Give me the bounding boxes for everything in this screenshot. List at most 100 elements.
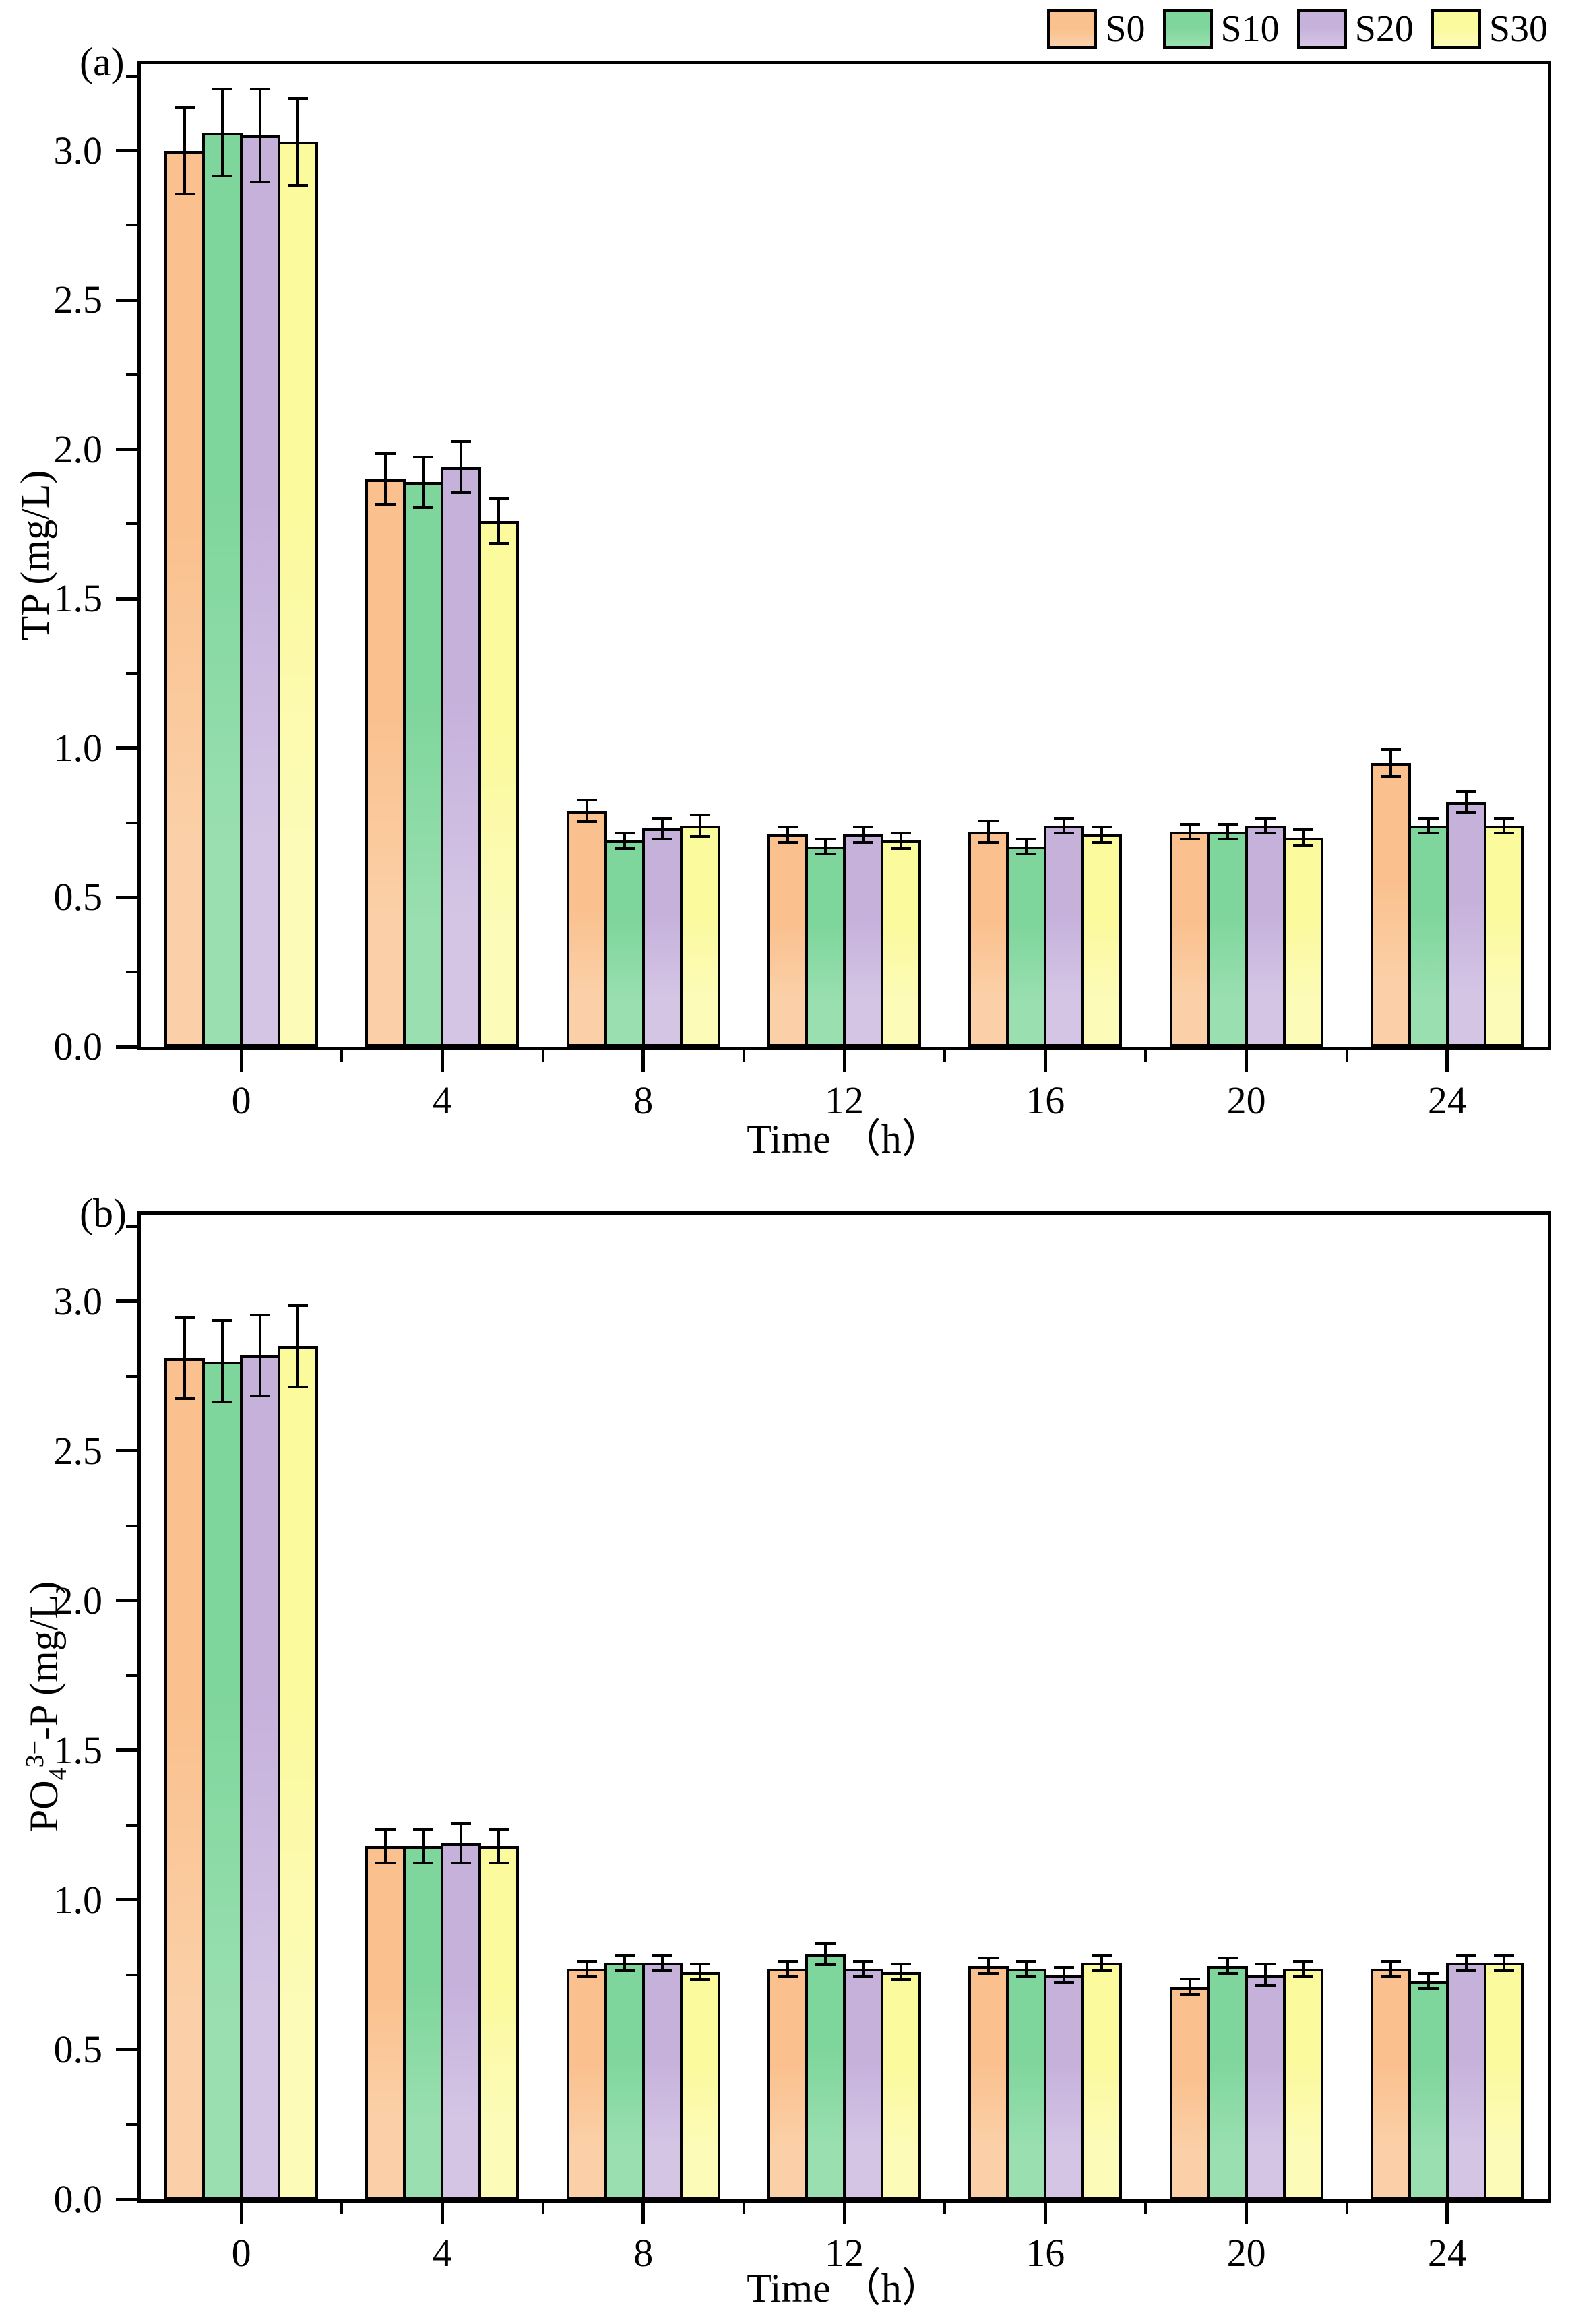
x-major-tick	[1445, 2203, 1449, 2224]
errorbar-cap-top	[1016, 1959, 1037, 1963]
errorbar-a-4h-s10	[413, 455, 434, 510]
errorbar-cap-bottom	[1054, 832, 1075, 835]
bar-b-0h-s0	[164, 1358, 206, 2199]
errorbar-cap-bottom	[815, 853, 836, 856]
errorbar-line	[1389, 747, 1392, 778]
errorbar-line	[1502, 1953, 1505, 1972]
bar-b-8h-s10	[604, 1963, 645, 2199]
y-minor-tick	[126, 373, 137, 376]
errorbar-cap-bottom	[1179, 838, 1200, 841]
bar-b-24h-s30	[1483, 1963, 1524, 2199]
errorbar-a-16h-s0	[978, 820, 999, 844]
bar-a-20h-s10	[1207, 831, 1248, 1047]
errorbar-line	[862, 1959, 865, 1978]
y-tick-label: 3.0	[53, 1279, 103, 1323]
x-major-tick	[1043, 1050, 1047, 1072]
x-minor-tick	[943, 1050, 947, 1062]
errorbar-cap-bottom	[1016, 1975, 1037, 1978]
y-tick-label: 0.5	[53, 875, 103, 919]
errorbar-b-20h-s30	[1292, 1959, 1313, 1978]
errorbar-cap-top	[413, 1828, 434, 1831]
errorbar-cap-bottom	[978, 840, 999, 844]
errorbar-a-12h-s10	[815, 837, 836, 856]
y-major-tick	[116, 2048, 137, 2052]
x-minor-tick	[1345, 2203, 1348, 2214]
bar-a-24h-s10	[1408, 826, 1449, 1047]
legend-item-s30: S30	[1431, 9, 1548, 49]
y-major-tick	[116, 746, 137, 750]
errorbar-a-16h-s20	[1054, 816, 1075, 835]
errorbar-cap-top	[175, 106, 195, 109]
errorbar-cap-top	[1292, 1959, 1313, 1963]
errorbar-a-8h-s30	[689, 814, 710, 838]
errorbar-cap-top	[576, 1959, 597, 1963]
x-tick-label: 16	[1026, 2231, 1065, 2275]
bar-a-12h-s0	[767, 834, 808, 1047]
errorbar-a-20h-s20	[1255, 816, 1276, 835]
y-minor-tick	[126, 224, 137, 227]
x-tick-label: 0	[231, 1078, 251, 1122]
errorbar-line	[1025, 837, 1028, 856]
errorbar-a-24h-s10	[1418, 816, 1439, 835]
errorbar-line	[296, 1304, 300, 1388]
errorbar-cap-bottom	[614, 1969, 635, 1972]
errorbar-line	[1301, 1959, 1305, 1978]
errorbar-cap-top	[212, 1319, 233, 1322]
errorbar-cap-bottom	[489, 542, 509, 545]
bar-a-8h-s0	[566, 810, 607, 1047]
errorbar-cap-top	[853, 1959, 873, 1963]
bar-b-0h-s20	[240, 1355, 281, 2199]
errorbar-cap-top	[489, 1828, 509, 1831]
errorbar-cap-top	[250, 1313, 271, 1316]
errorbar-cap-top	[1054, 816, 1075, 820]
errorbar-a-24h-s0	[1380, 747, 1401, 778]
x-major-tick	[1445, 1050, 1449, 1072]
errorbar-line	[698, 1963, 701, 1981]
bar-a-20h-s20	[1245, 826, 1286, 1047]
errorbar-cap-bottom	[250, 181, 271, 184]
y-minor-tick	[126, 1524, 137, 1527]
legend-swatch-s10	[1162, 9, 1213, 49]
errorbar-a-24h-s30	[1493, 816, 1514, 835]
y-minor-tick	[126, 1674, 137, 1677]
bar-a-24h-s0	[1370, 762, 1411, 1047]
errorbar-cap-top	[1493, 1953, 1514, 1957]
errorbar-b-4h-s30	[489, 1828, 509, 1864]
errorbar-cap-top	[288, 96, 309, 100]
errorbar-b-0h-s30	[288, 1304, 309, 1388]
errorbar-cap-bottom	[288, 183, 309, 187]
errorbar-cap-top	[652, 1953, 672, 1957]
errorbar-cap-top	[1092, 826, 1112, 829]
errorbar-line	[1063, 816, 1066, 835]
errorbar-cap-bottom	[576, 820, 597, 823]
errorbar-cap-top	[375, 452, 396, 456]
legend-label-s0: S0	[1105, 8, 1145, 50]
errorbar-cap-bottom	[652, 838, 672, 841]
errorbar-cap-bottom	[1380, 1975, 1401, 1978]
x-tick-label: 24	[1427, 2231, 1467, 2275]
errorbar-cap-bottom	[1455, 811, 1476, 814]
x-minor-tick	[742, 1050, 745, 1062]
bar-b-20h-s20	[1245, 1974, 1286, 2199]
errorbar-line	[660, 1953, 664, 1972]
errorbar-cap-bottom	[212, 175, 233, 178]
errorbar-line	[221, 88, 224, 178]
errorbar-line	[1263, 816, 1267, 835]
x-major-tick	[842, 1050, 846, 1072]
errorbar-cap-bottom	[891, 1978, 911, 1981]
bar-b-16h-s0	[968, 1965, 1009, 2199]
errorbar-cap-top	[978, 1957, 999, 1960]
errorbar-b-24h-s30	[1493, 1953, 1514, 1972]
errorbar-b-12h-s20	[853, 1959, 873, 1978]
errorbar-line	[497, 497, 501, 545]
errorbar-line	[1301, 828, 1305, 847]
errorbar-cap-bottom	[413, 506, 434, 510]
errorbar-line	[623, 1953, 626, 1972]
errorbar-b-4h-s0	[375, 1828, 396, 1864]
y-tick-label: 2.0	[53, 1578, 103, 1622]
x-tick-label: 24	[1427, 1078, 1467, 1122]
y-major-tick	[116, 1748, 137, 1752]
errorbar-line	[1263, 1963, 1267, 1987]
errorbar-cap-bottom	[652, 1969, 672, 1972]
errorbar-line	[1389, 1959, 1392, 1978]
